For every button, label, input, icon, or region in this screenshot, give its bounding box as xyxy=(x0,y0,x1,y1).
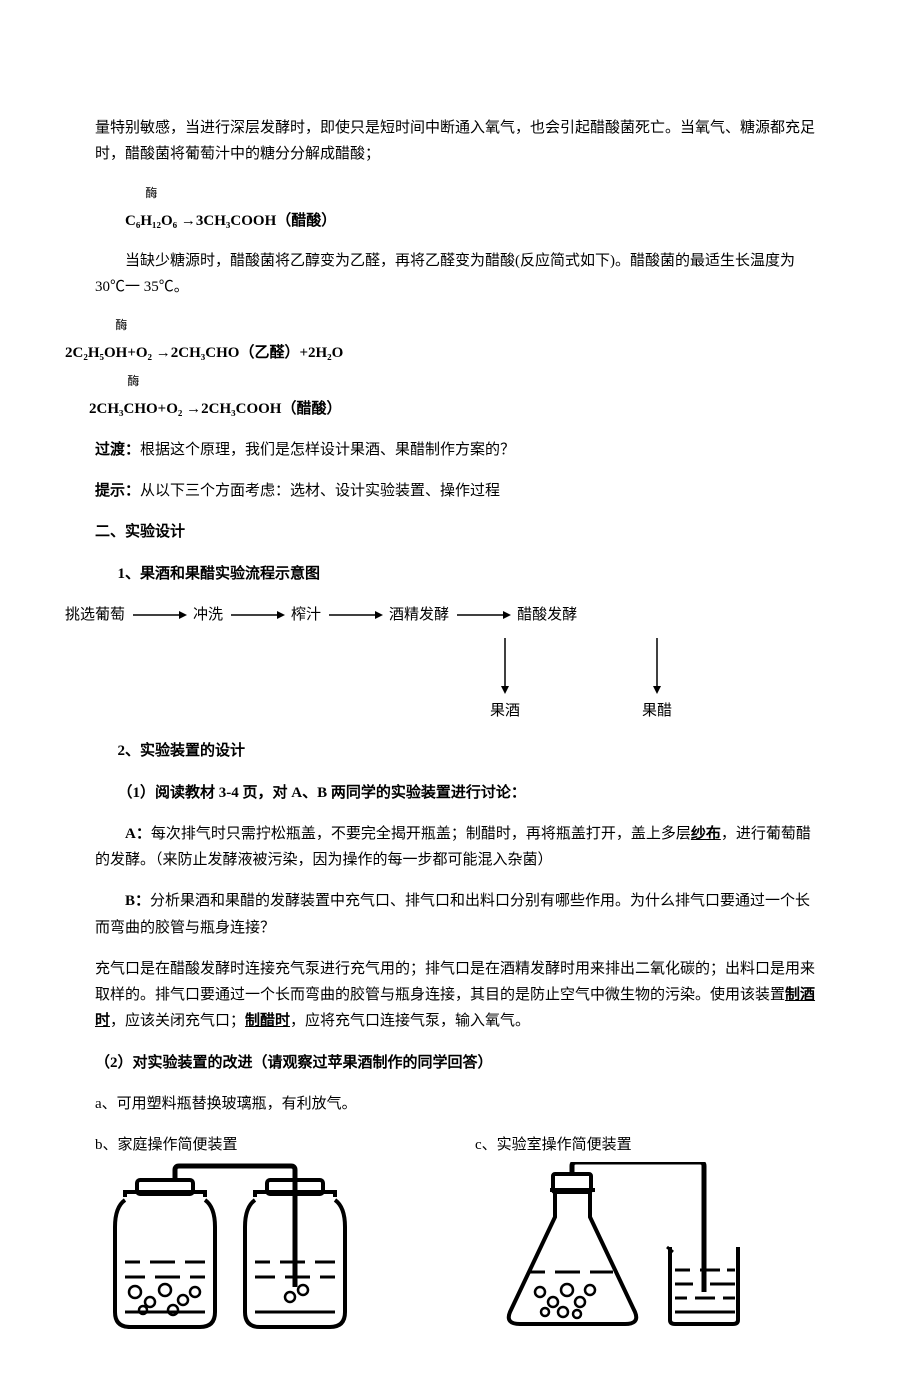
item-b-answer: 充气口是在醋酸发酵时连接充气泵进行充气用的；排气口是在酒精发酵时用来排出二氧化碳… xyxy=(95,956,825,1035)
flow-step-2: 榨汁 xyxy=(291,602,321,628)
arrow-right-icon xyxy=(229,609,285,621)
heading-3-2: （2）对实验装置的改进（请观察过苹果酒制作的同学回答） xyxy=(95,1050,825,1076)
heading-3-1: （1）阅读教材 3-4 页，对 A、B 两同学的实验装置进行讨论： xyxy=(95,780,825,806)
hint-text: 从以下三个方面考虑：选材、设计实验装置、操作过程 xyxy=(140,483,500,499)
arrow-down-icon xyxy=(651,636,663,694)
sub-items-bc-row: b、家庭操作简便装置 c、实验室操作简便装置 xyxy=(95,1132,825,1158)
formula-1: C₆H₁₂O₆ →3CH₃COOH（醋酸） xyxy=(125,208,825,234)
transition-text: 根据这个原理，我们是怎样设计果酒、果醋制作方案的？ xyxy=(140,442,515,458)
arrow-down-icon xyxy=(499,636,511,694)
flowchart-row: 挑选葡萄 冲洗 榨汁 酒精发酵 醋酸发酵 xyxy=(65,602,825,628)
flow-step-3: 酒精发酵 xyxy=(389,602,449,628)
a-underline: 纱布 xyxy=(691,826,721,842)
apparatus-row xyxy=(95,1162,825,1337)
b-text: 分析果酒和果醋的发酵装置中充气口、排气口和出料口分别有哪些作用。为什么排气口要通… xyxy=(95,893,810,935)
flow-step-1: 冲洗 xyxy=(193,602,223,628)
document-page: 量特别敏感，当进行深层发酵时，即使只是短时间中断通入氧气，也会引起醋酸菌死亡。当… xyxy=(0,0,920,1387)
item-a-text: A：每次排气时只需拧松瓶盖，不要完全揭开瓶盖；制醋时，再将瓶盖打开，盖上多层纱布… xyxy=(95,821,825,874)
heading-2-2: 2、实验装置的设计 xyxy=(95,738,825,764)
b-under-2: 制醋时 xyxy=(245,1013,290,1029)
arrow-right-icon xyxy=(455,609,511,621)
sub-item-a: a、可用塑料瓶替换玻璃瓶，有利放气。 xyxy=(95,1091,825,1117)
a-label: A： xyxy=(125,826,151,842)
flowchart-down: 果酒 果醋 xyxy=(95,636,825,724)
b-answer-3: ，应将充气口连接气泵，输入氧气。 xyxy=(290,1013,530,1029)
flow-product-0: 果酒 xyxy=(490,698,520,724)
b-answer-2: ，应该关闭充气口； xyxy=(110,1013,245,1029)
paragraph-1: 量特别敏感，当进行深层发酵时，即使只是短时间中断通入氧气，也会引起醋酸菌死亡。当… xyxy=(95,115,825,168)
a-text-1: 每次排气时只需拧松瓶盖，不要完全揭开瓶盖；制醋时，再将瓶盖打开，盖上多层 xyxy=(151,826,691,842)
arrow-right-icon xyxy=(131,609,187,621)
paragraph-2: 当缺少糖源时，醋酸菌将乙醇变为乙醛，再将乙醛变为醋酸(反应简式如下)。醋酸菌的最… xyxy=(95,248,825,301)
jar-apparatus-icon xyxy=(95,1162,375,1337)
hint-line: 提示：从以下三个方面考虑：选材、设计实验装置、操作过程 xyxy=(95,478,825,504)
flow-col-wine: 果酒 xyxy=(490,636,520,724)
sub-item-b: b、家庭操作简便装置 xyxy=(95,1132,475,1158)
transition-line: 过渡：根据这个原理，我们是怎样设计果酒、果醋制作方案的？ xyxy=(95,437,825,463)
flow-step-0: 挑选葡萄 xyxy=(65,602,125,628)
flow-col-vinegar: 果醋 xyxy=(642,636,672,724)
formula-2: 2C₂H₅OH+O₂ →2CH₃CHO（乙醛）+2H₂O xyxy=(65,340,825,366)
flask-apparatus-icon xyxy=(495,1162,745,1337)
heading-2: 二、实验设计 xyxy=(95,519,825,545)
transition-label: 过渡： xyxy=(95,442,140,458)
enzyme-label-2: 酶 xyxy=(115,315,825,336)
sub-item-c: c、实验室操作简便装置 xyxy=(475,1132,632,1158)
arrow-right-icon xyxy=(327,609,383,621)
flow-product-1: 果醋 xyxy=(642,698,672,724)
flow-step-4: 醋酸发酵 xyxy=(517,602,577,628)
formula-block-3: 酶 2CH₃CHO+O₂ →2CH₃COOH（醋酸） xyxy=(77,371,825,422)
formula-block-1: 酶 C₆H₁₂O₆ →3CH₃COOH（醋酸） xyxy=(95,183,825,234)
hint-label: 提示： xyxy=(95,483,140,499)
formula-3: 2CH₃CHO+O₂ →2CH₃COOH（醋酸） xyxy=(89,396,825,422)
heading-2-1: 1、果酒和果醋实验流程示意图 xyxy=(95,561,825,587)
item-b-text: B：分析果酒和果醋的发酵装置中充气口、排气口和出料口分别有哪些作用。为什么排气口… xyxy=(95,888,825,941)
enzyme-label: 酶 xyxy=(145,183,825,204)
formula-block-2: 酶 2C₂H₅OH+O₂ →2CH₃CHO（乙醛）+2H₂O xyxy=(65,315,825,366)
b-label: B： xyxy=(125,893,150,909)
enzyme-label-3: 酶 xyxy=(127,371,825,392)
b-answer-1: 充气口是在醋酸发酵时连接充气泵进行充气用的；排气口是在酒精发酵时用来排出二氧化碳… xyxy=(95,961,815,1003)
